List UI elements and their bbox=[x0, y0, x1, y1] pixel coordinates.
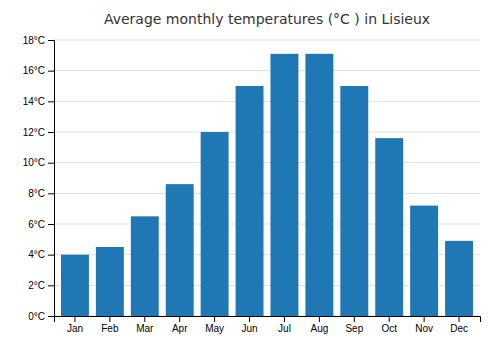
tick: Apr bbox=[172, 316, 188, 334]
tick: Jun bbox=[241, 316, 257, 334]
tick-mark bbox=[249, 316, 250, 322]
tick: Nov bbox=[415, 316, 433, 334]
bar bbox=[270, 54, 298, 316]
tick-label: Apr bbox=[172, 323, 188, 334]
tick-label: Aug bbox=[310, 323, 328, 334]
tick-label: Sep bbox=[345, 323, 363, 334]
tick-mark bbox=[109, 316, 110, 322]
tick: Jan bbox=[67, 316, 83, 334]
tick-label: Oct bbox=[381, 323, 397, 334]
tick-label: Nov bbox=[415, 323, 433, 334]
grid-line bbox=[54, 40, 480, 41]
tick-label: 10°C bbox=[23, 157, 45, 168]
tick-label: Jul bbox=[278, 323, 291, 334]
tick-label: May bbox=[205, 323, 224, 334]
tick-label: 0°C bbox=[28, 311, 45, 322]
tick-mark bbox=[214, 316, 215, 322]
bar bbox=[445, 241, 473, 316]
tick-mark bbox=[48, 193, 54, 194]
grid bbox=[54, 40, 480, 316]
tick: 0°C bbox=[28, 311, 54, 322]
tick-mark bbox=[459, 316, 460, 322]
tick: Sep bbox=[345, 316, 363, 334]
tick-mark bbox=[74, 316, 75, 322]
tick-mark bbox=[48, 71, 54, 72]
tick: 12°C bbox=[23, 127, 54, 138]
tick: Aug bbox=[310, 316, 328, 334]
tick: 10°C bbox=[23, 157, 54, 168]
tick-mark bbox=[354, 316, 355, 322]
grid-line bbox=[54, 162, 480, 163]
tick-mark bbox=[284, 316, 285, 322]
tick-label: Mar bbox=[136, 323, 154, 334]
tick-mark bbox=[48, 224, 54, 225]
tick-mark bbox=[48, 40, 54, 41]
tick: Jul bbox=[278, 316, 291, 334]
tick-mark bbox=[48, 101, 54, 102]
tick: 6°C bbox=[28, 219, 54, 230]
tick-mark bbox=[319, 316, 320, 322]
tick: Feb bbox=[101, 316, 119, 334]
tick-label: 2°C bbox=[28, 280, 45, 291]
bar bbox=[166, 184, 194, 316]
bar bbox=[96, 247, 124, 316]
axis-line bbox=[48, 41, 55, 317]
bar bbox=[305, 54, 333, 316]
bar bbox=[61, 255, 89, 316]
title: Average monthly temperatures (°C ) in Li… bbox=[104, 11, 430, 27]
tick: 2°C bbox=[28, 280, 54, 291]
bar bbox=[201, 132, 229, 316]
tick: 4°C bbox=[28, 249, 54, 260]
tick-label: 4°C bbox=[28, 249, 45, 260]
tick: Dec bbox=[450, 316, 468, 334]
tick-label: Dec bbox=[450, 323, 468, 334]
tick-mark bbox=[48, 132, 54, 133]
bar bbox=[236, 86, 264, 316]
tick-mark bbox=[424, 316, 425, 322]
chart: 0°C 2°C 4°C 6°C 8°C 10°C 12°C 14°C 16°C 18°C Jan Fe… bbox=[0, 0, 500, 350]
tick: Mar bbox=[136, 316, 154, 334]
tick-label: Jun bbox=[241, 323, 257, 334]
tick-mark bbox=[48, 163, 54, 164]
x-axis: Jan Feb Mar Apr May Jun Jul Aug Sep Oct Nov Dec bbox=[55, 316, 481, 334]
tick: 8°C bbox=[28, 188, 54, 199]
tick-mark bbox=[389, 316, 390, 322]
tick-label: 18°C bbox=[23, 35, 45, 46]
tick-label: 8°C bbox=[28, 188, 45, 199]
tick-label: 14°C bbox=[23, 96, 45, 107]
grid-line bbox=[54, 193, 480, 194]
tick-mark bbox=[179, 316, 180, 322]
bar bbox=[131, 216, 159, 316]
tick-label: 12°C bbox=[23, 127, 45, 138]
tick: 18°C bbox=[23, 35, 54, 46]
grid-line bbox=[54, 101, 480, 102]
plot: 0°C 2°C 4°C 6°C 8°C 10°C 12°C 14°C 16°C 18°C Jan Fe… bbox=[23, 35, 481, 334]
tick: Oct bbox=[381, 316, 397, 334]
tick-mark bbox=[144, 316, 145, 322]
tick-mark bbox=[48, 255, 54, 256]
bars bbox=[61, 54, 473, 316]
bar bbox=[410, 206, 438, 316]
tick: May bbox=[205, 316, 224, 334]
y-axis: 0°C 2°C 4°C 6°C 8°C 10°C 12°C 14°C 16°C 18°C bbox=[23, 35, 55, 322]
tick-label: Jan bbox=[67, 323, 83, 334]
bar bbox=[340, 86, 368, 316]
tick-label: 16°C bbox=[23, 65, 45, 76]
tick-mark bbox=[48, 285, 54, 286]
grid-line bbox=[54, 70, 480, 71]
tick-label: Feb bbox=[101, 323, 119, 334]
bar bbox=[375, 138, 403, 316]
tick: 14°C bbox=[23, 96, 54, 107]
axis-line bbox=[55, 317, 481, 323]
grid-line bbox=[54, 132, 480, 133]
tick-mark bbox=[48, 316, 54, 317]
tick: 16°C bbox=[23, 65, 54, 76]
tick-label: 6°C bbox=[28, 219, 45, 230]
